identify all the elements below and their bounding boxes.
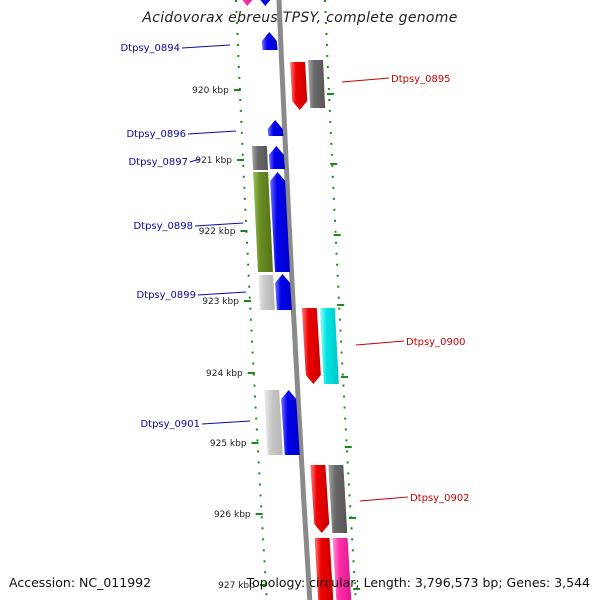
gene-label[interactable]: Dtpsy_0901 [140, 419, 200, 430]
gene-feature-lightgray[interactable] [264, 390, 283, 455]
gene-feature-blue[interactable] [281, 390, 300, 455]
inner-scale-line [235, 0, 268, 600]
gene-feature-blue[interactable] [257, 0, 272, 6]
tick-label: 923 kbp [202, 297, 239, 307]
gene-feature-pink[interactable] [239, 0, 254, 6]
label-leader-line [201, 420, 251, 425]
backbone-line [276, 0, 313, 600]
gene-label[interactable]: Dtpsy_0898 [133, 221, 193, 232]
label-leader-line [197, 291, 247, 296]
gene-feature-gray[interactable] [251, 146, 269, 170]
tick-label: 925 kbp [210, 439, 247, 449]
gene-track [239, 0, 352, 600]
tick-label: 926 kbp [214, 510, 251, 520]
gene-feature-gray[interactable] [328, 465, 348, 533]
label-leader-line [189, 158, 201, 163]
gene-label[interactable]: Dtpsy_0899 [136, 290, 196, 301]
gene-feature-red[interactable] [310, 465, 330, 533]
gene-feature-red[interactable] [301, 308, 321, 384]
gene-feature-pink[interactable] [332, 538, 352, 600]
gene-labels: Dtpsy_0894 Dtpsy_0895 Dtpsy_0896 Dtpsy_0897… [120, 43, 469, 504]
gene-feature-blue[interactable] [275, 274, 292, 310]
label-leader-line [194, 222, 244, 227]
kbp-scale: 920 kbp 921 kbp 922 kbp 923 kbp 924 kbp 925 k… [192, 0, 361, 600]
label-leader-line [341, 77, 390, 83]
gene-label[interactable]: Dtpsy_0902 [410, 493, 470, 504]
accession-text: Accession: NC_011992 [9, 575, 152, 590]
tick-label: 927 kbp [218, 581, 255, 591]
gene-feature-blue[interactable] [261, 32, 278, 50]
gene-feature-lightgray[interactable] [258, 275, 275, 310]
gene-feature-blue[interactable] [267, 120, 284, 136]
gene-feature-blue[interactable] [270, 172, 290, 272]
tick-label: 922 kbp [199, 227, 236, 237]
gene-label[interactable]: Dtpsy_0900 [406, 337, 466, 348]
outer-scale-line [324, 0, 357, 600]
gene-label[interactable]: Dtpsy_0894 [120, 43, 180, 54]
label-leader-line [187, 130, 237, 135]
gene-feature-gray[interactable] [308, 60, 326, 108]
gene-feature-cyan[interactable] [319, 308, 339, 384]
gene-feature-red[interactable] [314, 538, 334, 600]
tick-label: 921 kbp [195, 156, 232, 166]
tick-label: 920 kbp [192, 86, 229, 96]
gene-feature-red[interactable] [290, 62, 308, 110]
gene-label[interactable]: Dtpsy_0896 [126, 129, 186, 140]
label-leader-line [181, 44, 231, 49]
label-leader-line [359, 496, 409, 502]
genome-summary-text: Topology: circular; Length: 3,796,573 bp… [246, 575, 590, 590]
tick-label: 924 kbp [206, 369, 243, 379]
label-leader-line [355, 340, 405, 346]
gene-feature-olive[interactable] [253, 172, 273, 272]
map-title: Acidovorax ebreus TPSY, complete genome [142, 10, 458, 26]
gene-feature-blue[interactable] [268, 146, 285, 169]
gene-label[interactable]: Dtpsy_0895 [391, 74, 451, 85]
gene-label[interactable]: Dtpsy_0897 [128, 157, 188, 168]
